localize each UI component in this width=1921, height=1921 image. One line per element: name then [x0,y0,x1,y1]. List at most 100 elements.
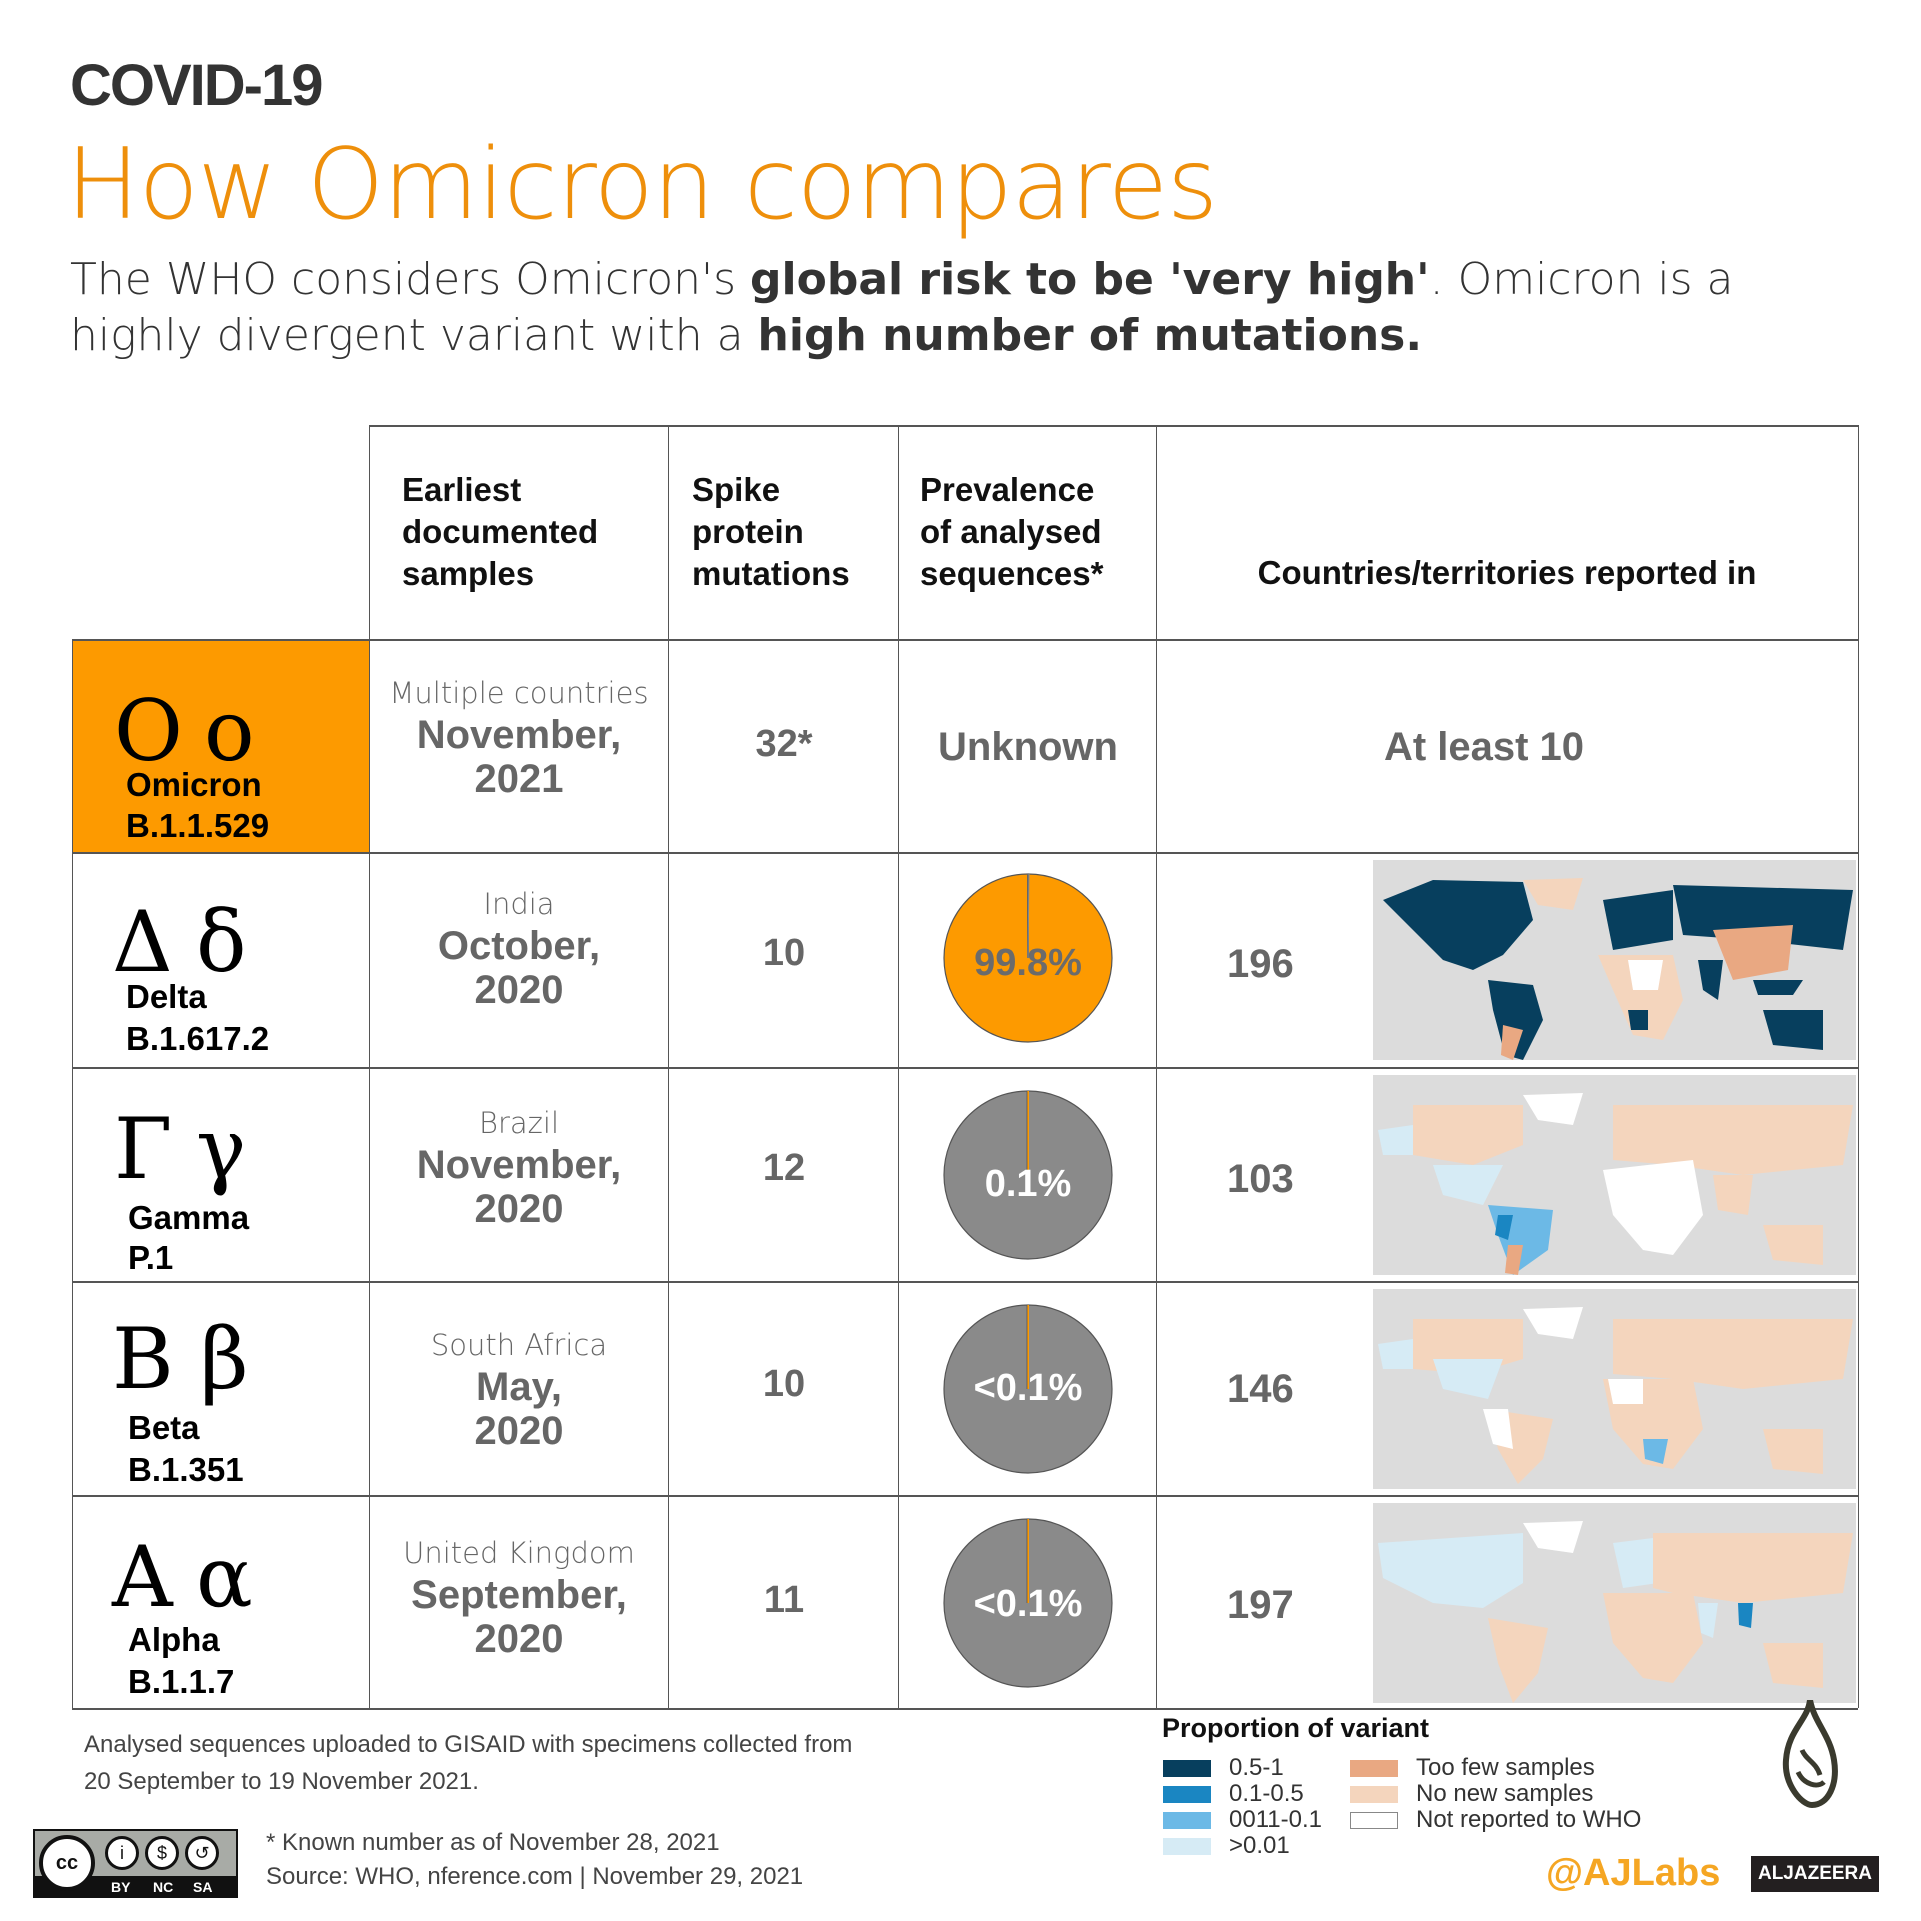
variant-name: Omicron [126,766,262,803]
cc-icon: cc [39,1835,95,1891]
ajlabs-handle: @AJLabs [1546,1852,1721,1894]
header-line: Earliest [402,471,522,508]
prevalence-label: 99.8% [974,942,1082,984]
prevalence-pie-gamma [943,1090,1113,1260]
by-icon: i [105,1836,139,1870]
prevalence-label: 0.1% [984,1163,1072,1205]
origin-cell: South Africa May, 2020 [370,1325,668,1453]
variant-lineage: B.1.1.7 [128,1663,235,1700]
legend-item: >0.01 [1163,1832,1290,1860]
legend-label: Too few samples [1416,1754,1595,1781]
legend-item: 0.1-0.5 [1163,1780,1304,1808]
table-border [1858,425,1859,1708]
origin-cell: India October, 2020 [370,884,668,1012]
nc-label: NC [153,1879,174,1895]
subtitle-emphasis: high number of mutations. [757,310,1423,361]
subtitle: The WHO considers Omicron's global risk … [70,252,1830,364]
table-border [369,425,1858,427]
cc-license-badge: cc i $ ↺ BY NC SA [33,1829,238,1898]
legend-label: >0.01 [1229,1832,1290,1859]
asterisk-note: * Known number as of November 28, 2021 [266,1829,720,1856]
legend-swatch [1350,1759,1398,1777]
column-header-prevalence: Prevalence of analysed sequences* [920,469,1103,595]
variant-lineage: B.1.1.529 [126,807,270,844]
greek-letter-upper: Α [112,1528,173,1626]
kicker-label: COVID-19 [70,53,324,118]
by-label: BY [111,1879,131,1895]
variant-name: Alpha [128,1621,220,1658]
legend-swatch [1163,1837,1211,1855]
subtitle-part: The WHO considers Omicron's [70,254,751,305]
mutation-count: 32* [755,723,813,765]
origin-year: 2020 [474,968,564,1012]
table-divider [72,1281,1858,1283]
origin-date: May, [476,1365,562,1409]
mutation-count: 11 [763,1579,805,1621]
legend-label: 0011-0.1 [1229,1806,1322,1833]
legend-swatch [1350,1811,1398,1829]
aljazeera-wordmark: ALJAZEERA [1751,1856,1879,1892]
table-divider [72,852,1858,854]
table-divider [72,1495,1858,1497]
table-border [72,1708,1858,1710]
variant-name: Beta [128,1409,200,1446]
legend-title: Proportion of variant [1162,1713,1430,1743]
source-notes: * Known number as of November 28, 2021 S… [266,1826,803,1894]
origin-date: November, [416,713,622,757]
origin-date: October, [437,924,601,968]
world-map-gamma [1373,1075,1856,1275]
table-divider [668,425,669,1708]
aljazeera-logo-icon [1782,1700,1838,1809]
variant-lineage: P.1 [128,1239,174,1276]
origin-year: 2021 [474,757,564,801]
legend-item: 0011-0.1 [1163,1806,1322,1834]
origin-place: India [483,887,555,921]
greek-letter-upper: Γ [114,1100,173,1198]
footnote-line: 20 September to 19 November 2021. [84,1768,479,1795]
subtitle-part: . Omicron is a highly divergent variant … [70,254,1734,361]
legend-label: Not reported to WHO [1416,1806,1642,1833]
legend-label: 0.5-1 [1229,1754,1284,1781]
footnote-line: Analysed sequences uploaded to GISAID wi… [84,1731,853,1758]
table-row-delta: Δ δ Delta B.1.617.2 India October, 2020 … [72,852,1858,1067]
prevalence-pie-alpha [943,1518,1113,1688]
header-line: mutations [692,555,850,592]
table-row-omicron: Ο ο Omicron B.1.1.529 Multiple countries… [72,639,1858,852]
legend-swatch [1163,1785,1211,1803]
country-count: 196 [1227,942,1294,986]
variant-lineage: B.1.351 [128,1451,244,1488]
table-row-alpha: Α α Alpha B.1.1.7 United Kingdom Septemb… [72,1495,1858,1708]
table-row-beta: Β β Beta B.1.351 South Africa May, 2020 … [72,1281,1858,1495]
page-title: How Omicron compares [66,128,1218,242]
sa-icon: ↺ [185,1836,219,1870]
mutation-count: 10 [762,932,806,974]
legend-label: No new samples [1416,1780,1594,1807]
column-header-earliest: Earliest documented samples [402,469,598,595]
header-line: of analysed [920,513,1102,550]
omicron-highlight [72,639,369,852]
greek-letter-lower: α [196,1528,253,1626]
country-count: At least 10 [1383,725,1585,769]
origin-place: Brazil [478,1106,560,1140]
origin-cell: Brazil November, 2020 [370,1103,668,1231]
variant-lineage: B.1.617.2 [126,1020,270,1057]
country-count: 197 [1227,1583,1294,1627]
variant-name: Delta [126,978,207,1015]
prevalence-label: <0.1% [973,1583,1083,1625]
source-line: Source: WHO, nference.com | November 29,… [266,1863,804,1890]
world-map-delta [1373,860,1856,1060]
origin-place: South Africa [430,1328,608,1362]
table-divider [898,425,899,1708]
table-divider [369,425,370,1708]
legend-swatch [1163,1811,1211,1829]
prevalence-value: Unknown [938,725,1118,769]
nc-icon: $ [145,1836,179,1870]
legend-item: Too few samples [1350,1754,1595,1782]
prevalence-pie-delta [943,873,1113,1043]
table-row-gamma: Γ γ Gamma P.1 Brazil November, 2020 12 0… [72,1067,1858,1281]
column-header-countries: Countries/territories reported in [1257,554,1757,591]
origin-date: November, [416,1143,622,1187]
legend-label: 0.1-0.5 [1229,1780,1304,1807]
legend-item: 0.5-1 [1163,1754,1284,1782]
table-divider [72,1067,1858,1069]
